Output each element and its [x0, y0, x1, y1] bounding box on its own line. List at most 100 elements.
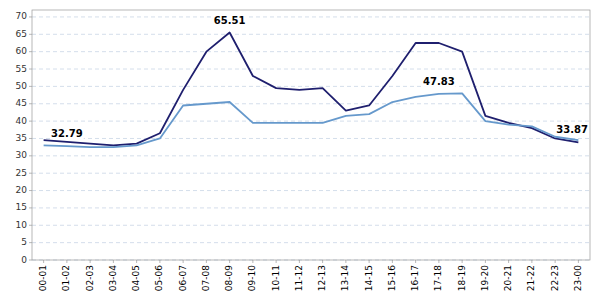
annotation-background [555, 124, 589, 135]
x-tick-label: 04-05 [131, 265, 141, 291]
x-tick-label: 08-09 [224, 265, 234, 291]
x-tick [229, 260, 230, 263]
annotation-background [213, 15, 247, 26]
x-tick [136, 260, 137, 263]
y-tick [29, 103, 32, 104]
x-tick [113, 260, 114, 263]
x-tick-label: 15-16 [387, 265, 397, 291]
x-tick-label: 16-17 [410, 265, 420, 291]
x-tick-label: 14-15 [364, 265, 374, 291]
x-tick-label: 06-07 [178, 265, 188, 291]
x-tick-label: 21-22 [526, 265, 536, 291]
x-tick [531, 260, 532, 263]
y-tick [29, 207, 32, 208]
x-tick-label: 03-04 [108, 265, 118, 291]
grid-line [32, 207, 590, 208]
annotation: 32.79 [51, 128, 83, 139]
y-tick-label: 5 [21, 237, 27, 247]
y-tick [29, 225, 32, 226]
y-tick [29, 34, 32, 35]
y-tick-label: 20 [16, 185, 28, 195]
plot-area [44, 33, 579, 148]
y-tick [29, 260, 32, 261]
x-tick-label: 22-23 [550, 265, 560, 291]
y-tick [29, 121, 32, 122]
y-tick-label: 40 [16, 116, 28, 126]
grid-line [32, 86, 590, 87]
y-tick [29, 16, 32, 17]
annotation: 65.51 [214, 15, 246, 26]
axes: 0 5 10 15 20 25 30 35 40 45 50 55 60 65 70 00-01 01-02 02… [16, 10, 590, 291]
grid-line [32, 173, 590, 174]
x-tick-label: 13-14 [340, 265, 350, 291]
x-tick-label: 19-20 [480, 265, 490, 291]
x-tick [183, 260, 184, 263]
grid-line [32, 69, 590, 70]
grid-line [32, 51, 590, 52]
y-tick [29, 173, 32, 174]
x-tick-label: 00-01 [38, 265, 48, 291]
y-tick-label: 45 [16, 98, 27, 108]
x-tick-label: 17-18 [433, 265, 443, 291]
x-tick-label: 20-21 [503, 265, 513, 291]
plot-frame [32, 10, 590, 260]
y-tick [29, 155, 32, 156]
x-tick [578, 260, 579, 263]
y-tick [29, 242, 32, 243]
y-tick-label: 15 [16, 202, 27, 212]
x-tick-label: 12-13 [317, 265, 327, 291]
y-tick [29, 51, 32, 52]
x-tick [415, 260, 416, 263]
annotation: 33.87 [556, 124, 588, 135]
y-tick-label: 25 [16, 168, 27, 178]
x-tick [345, 260, 346, 263]
annotations: 32.79 65.51 47.83 33.87 [50, 15, 589, 140]
y-tick-label: 50 [16, 81, 28, 91]
x-tick [508, 260, 509, 263]
y-tick-label: 0 [21, 255, 27, 265]
line [44, 33, 579, 146]
x-tick [43, 260, 44, 263]
x-tick [555, 260, 556, 263]
y-tick [29, 190, 32, 191]
y-tick-label: 60 [16, 46, 28, 56]
y-tick [29, 86, 32, 87]
y-tick-label: 55 [16, 64, 27, 74]
x-tick-label: 02-03 [85, 265, 95, 291]
x-tick [392, 260, 393, 263]
x-tick-label: 11-12 [294, 265, 304, 291]
y-tick-label: 65 [16, 29, 27, 39]
x-tick-label: 23-00 [573, 265, 583, 291]
x-tick-label: 01-02 [61, 265, 71, 291]
x-tick [252, 260, 253, 263]
x-tick-label: 09-10 [247, 265, 257, 291]
x-tick-label: 18-19 [457, 265, 467, 291]
grid-line [32, 34, 590, 35]
y-tick-label: 70 [16, 11, 28, 21]
grid-line [32, 138, 590, 139]
grid-line [32, 242, 590, 243]
grid-line [32, 16, 590, 17]
y-tick [29, 69, 32, 70]
x-tick-label: 10-11 [271, 265, 281, 291]
x-tick [66, 260, 67, 263]
annotation: 47.83 [423, 76, 455, 87]
y-tick-label: 10 [16, 220, 28, 230]
grid-line [32, 155, 590, 156]
x-tick [462, 260, 463, 263]
x-tick [276, 260, 277, 263]
x-tick [206, 260, 207, 263]
y-tick-label: 30 [16, 150, 28, 160]
grid-line [32, 103, 590, 104]
x-tick [369, 260, 370, 263]
x-tick [90, 260, 91, 263]
x-tick-label: 05-06 [154, 265, 164, 291]
grid-line [32, 190, 590, 191]
annotation-background [422, 76, 456, 87]
chart: 0 5 10 15 20 25 30 35 40 45 50 55 60 65 70 00-01 01-02 02… [0, 0, 602, 304]
x-tick-label: 07-08 [201, 265, 211, 291]
x-tick [159, 260, 160, 263]
y-tick-label: 35 [16, 133, 27, 143]
y-tick [29, 138, 32, 139]
annotation-background [50, 128, 84, 139]
